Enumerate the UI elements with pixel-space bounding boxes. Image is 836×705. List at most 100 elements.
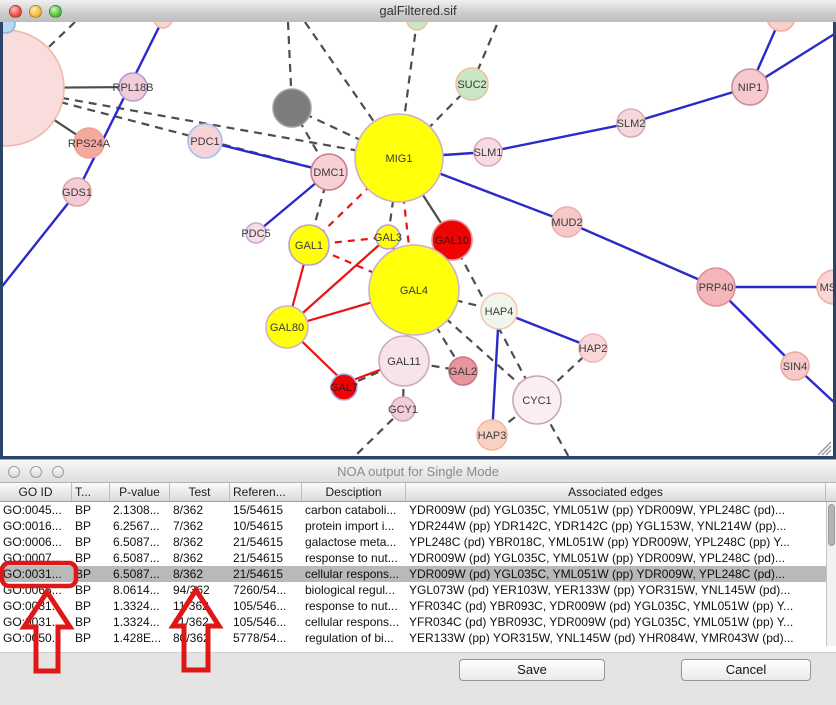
table-cell: BP [75,535,92,549]
table-row[interactable]: GO:0065... BP 8.0614... 94/362 7260/54... bio… [0,582,836,598]
node-label-GAL10: GAL10 [435,235,469,247]
node-greenclip[interactable] [406,9,428,31]
edge-MIG1-GAL1[interactable] [308,157,400,246]
close-button-inactive[interactable] [8,466,20,478]
node-RPS24A[interactable] [73,127,105,159]
node-PRP40[interactable] [696,267,736,307]
node-GAL7[interactable] [330,373,358,401]
node-GAL4[interactable] [368,244,460,336]
column-header-go-id[interactable]: GO ID [0,483,72,501]
node-GDS1[interactable] [62,177,92,207]
node-label-GAL4: GAL4 [400,285,428,297]
table-cell: 6.2567... [113,519,160,533]
column-header-t-[interactable]: T... [72,483,110,501]
table-cell: GO:0065... [3,583,62,597]
edge-GCY1-pt-b2[interactable] [351,408,404,460]
save-button[interactable]: Save [459,659,605,681]
table-cell: 8/362 [173,503,204,517]
column-header-associated-edges[interactable]: Associated edges [406,483,826,501]
edge-GAL3-GAL80[interactable] [286,236,389,328]
table-cell: carbon cataboli... [305,503,397,517]
table-row[interactable]: GO:0031... BP 1.3324... 11/362 105/546... cel… [0,614,836,630]
table-cell: GO:0050... [3,631,62,645]
vertical-scrollbar[interactable] [826,502,836,646]
table-cell: cellular respons... [305,567,400,581]
network-window-titlebar[interactable]: galFiltered.sif [0,0,836,23]
table-row[interactable]: GO:0016... BP 6.2567... 7/362 10/54615 protei… [0,518,836,534]
table-row[interactable]: GO:0006... BP 6.5087... 8/362 21/54615 galact… [0,534,836,550]
table-cell: 8.0614... [113,583,160,597]
node-SUC2[interactable] [455,67,489,101]
node-HAP3[interactable] [476,419,508,451]
node-topclip2[interactable] [766,2,796,32]
table-cell: GO:0007... [3,551,62,565]
table-cell: 11/362 [173,615,209,629]
node-MIG1[interactable] [354,113,444,203]
node-GAL3[interactable] [375,224,401,250]
table-row[interactable]: GO:0031... BP 1.3324... 11/362 105/546... res… [0,598,836,614]
edge-CYC1-pt-b1[interactable] [536,399,571,460]
minimize-button-inactive[interactable] [30,466,42,478]
edge-SUC2-pt-t4[interactable] [470,21,500,85]
table-cell: BP [75,615,92,629]
minimize-button[interactable] [29,4,42,18]
node-HAP4[interactable] [480,292,518,330]
column-header-test[interactable]: Test [170,483,230,501]
table-row[interactable]: GO:0050... BP 1.428E... 80/362 5778/54... reg… [0,630,836,646]
edge-MUD2-PRP40[interactable] [566,220,717,289]
table-cell: 8/362 [173,551,204,565]
node-GAL2[interactable] [448,356,478,386]
node-GAL11[interactable] [378,335,430,387]
scrollbar-thumb[interactable] [828,504,835,546]
node-label-GAL2: GAL2 [449,366,477,378]
table-cell: 80/362 [173,631,210,645]
node-GAL1[interactable] [288,224,330,266]
node-DMC1[interactable] [310,153,348,191]
resize-grip[interactable] [817,441,832,456]
table-row[interactable]: GO:0045... BP 2.1308... 8/362 15/54615 carbon… [0,502,836,518]
edge-SLM2-NIP1[interactable] [630,85,751,125]
edge-bigpink-MIG1[interactable] [5,86,400,160]
node-PDC1[interactable] [187,123,223,159]
table-row[interactable]: GO:0007... BP 6.5087... 8/362 21/54615 respon… [0,550,836,566]
edge-SLM1-SLM2[interactable] [487,121,632,154]
noa-window-titlebar[interactable]: NOA output for Single Mode [0,459,836,483]
node-MUD2[interactable] [551,206,583,238]
zoom-button-inactive[interactable] [52,466,64,478]
edge-GDS1-pt-l1[interactable] [0,191,78,290]
node-SIN4[interactable] [780,351,810,381]
node-topclip1[interactable] [153,9,173,29]
node-graynode[interactable] [272,88,312,128]
table-row[interactable]: GO:0031... BP 6.5087... 8/362 21/54615 cellul… [0,566,836,582]
node-bigpink[interactable] [0,29,65,147]
node-HAP2[interactable] [578,333,608,363]
node-GAL10[interactable] [431,219,473,261]
node-SLM1[interactable] [473,137,503,167]
button-bar: Save Cancel [0,652,836,705]
table-cell: 8/362 [173,567,204,581]
node-GAL80[interactable] [265,305,309,349]
edge-PDC1-DMC1[interactable] [204,139,330,174]
node-GCY1[interactable] [390,396,416,422]
node-label-GAL1: GAL1 [295,240,323,252]
node-SLM2[interactable] [616,108,646,138]
node-RPL18B[interactable] [118,72,148,102]
node-NIP1[interactable] [731,68,769,106]
cancel-button[interactable]: Cancel [681,659,811,681]
table-cell: YDR244W (pp) YDR142C, YDR142C (pp) YGL15… [409,519,787,533]
node-label-PRP40: PRP40 [699,282,734,294]
node-CYC1[interactable] [512,375,562,425]
close-button[interactable] [9,4,22,18]
column-header-referen-[interactable]: Referen... [230,483,302,501]
table-cell: 21/54615 [233,535,284,549]
edge-GAL11-GAL7[interactable] [343,359,405,389]
node-PDC5[interactable] [245,222,267,244]
table-cell: BP [75,519,92,533]
table-cell: 21/54615 [233,567,284,581]
column-header-p-value[interactable]: P-value [110,483,170,501]
zoom-button[interactable] [49,4,62,18]
edge-topclip1-GDS1[interactable] [75,18,165,193]
column-header-desciption[interactable]: Desciption [302,483,406,501]
edge-HAP4-HAP3[interactable] [490,310,501,436]
network-canvas[interactable]: RPL18B RPS24A GDS1 PDC1 DMC1 MIG1 SUC2 SLM1 SLM2… [0,2,836,460]
